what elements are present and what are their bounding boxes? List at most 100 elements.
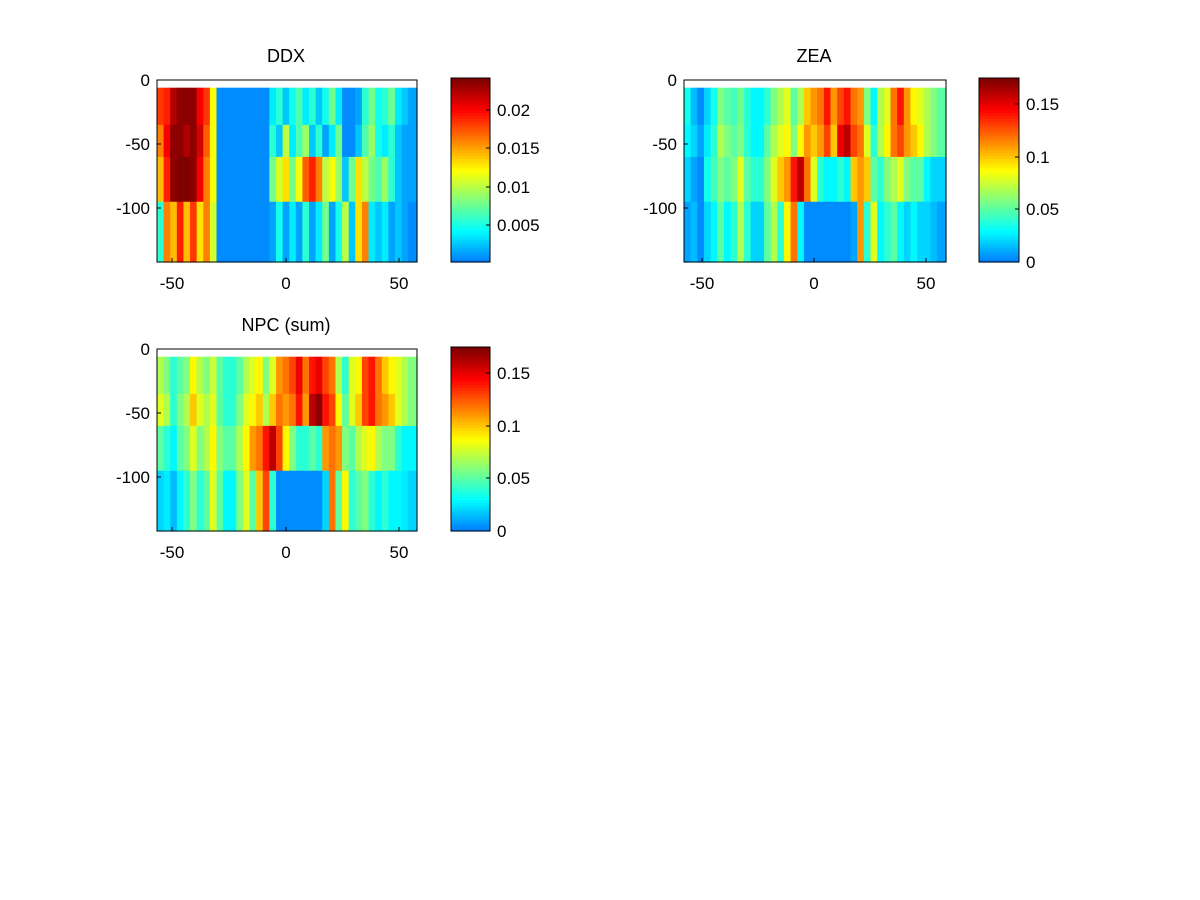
colorbar-level <box>451 241 490 246</box>
heatmap-cell <box>857 156 865 203</box>
heatmap-cell <box>877 87 885 126</box>
colorbar-level <box>451 253 490 257</box>
x-tick-label: 0 <box>281 274 290 293</box>
heatmap-cell <box>697 124 705 158</box>
colorbar-level <box>451 493 490 498</box>
colorbar-level <box>979 207 1019 211</box>
colorbar-level <box>451 436 490 440</box>
heatmap-cell <box>269 201 277 263</box>
heatmap-cell <box>930 156 938 203</box>
heatmap-cell <box>355 87 363 126</box>
heatmap-cell <box>216 87 224 126</box>
heatmap-cell <box>289 156 297 203</box>
heatmap-cell <box>170 470 178 532</box>
heatmap-cell <box>223 124 231 158</box>
heatmap-cell <box>361 356 370 395</box>
heatmap-cell <box>190 470 198 532</box>
colorbar-level <box>451 510 490 515</box>
heatmap-cell <box>236 393 244 427</box>
colorbar-level <box>451 430 490 434</box>
heatmap-cell <box>817 156 825 203</box>
heatmap-cell <box>262 87 270 126</box>
heatmap-cell <box>295 201 304 263</box>
heatmap-cell <box>295 156 304 203</box>
y-tick-label: 0 <box>141 340 150 359</box>
colorbar-level <box>451 109 490 114</box>
heatmap-cell <box>923 87 932 126</box>
colorbar-level <box>979 129 1019 134</box>
colorbar-level <box>451 401 490 406</box>
heatmap-cell <box>863 87 872 126</box>
heatmap-cell <box>190 124 198 158</box>
heatmap-cell <box>256 124 264 158</box>
heatmap-cell <box>770 87 778 126</box>
heatmap-cell <box>857 201 865 263</box>
heatmap-cell <box>697 201 705 263</box>
heatmap-cell <box>361 201 370 263</box>
colorbar-level <box>451 167 490 171</box>
heatmap-cell <box>394 87 403 126</box>
heatmap-cell <box>803 87 812 126</box>
colorbar-tick-label: 0.15 <box>497 364 530 383</box>
colorbar-level <box>979 126 1019 131</box>
heatmap-cell <box>322 425 330 472</box>
heatmap-cell <box>229 393 237 427</box>
heatmap-cell <box>883 124 892 158</box>
heatmap-cell <box>737 156 745 203</box>
colorbar-level <box>451 447 490 452</box>
chart-title: ZEA <box>796 46 831 66</box>
colorbar-level <box>979 98 1019 102</box>
heatmap-cell <box>717 124 725 158</box>
heatmap-cell <box>157 356 165 395</box>
heatmap-cell <box>176 124 185 158</box>
heatmap-cell <box>375 393 383 427</box>
heatmap-cell <box>262 156 270 203</box>
heatmap-cell <box>843 156 852 203</box>
colorbar-level <box>979 218 1019 223</box>
colorbar-level <box>979 253 1019 257</box>
heatmap-cell <box>157 470 165 532</box>
heatmap-cell <box>368 201 376 263</box>
x-tick-label: -50 <box>160 543 185 562</box>
heatmap-cell <box>910 156 918 203</box>
colorbar-level <box>979 101 1019 105</box>
colorbar-level <box>451 118 490 122</box>
heatmap-cell <box>309 87 317 126</box>
x-tick-label: 0 <box>809 274 818 293</box>
heatmap-cell <box>315 124 323 158</box>
heatmap-cell <box>837 87 845 126</box>
heatmap-cell <box>883 87 892 126</box>
heatmap-cell <box>917 201 925 263</box>
heatmap-cell <box>684 201 692 263</box>
colorbar-level <box>979 118 1019 122</box>
heatmap-cell <box>777 201 785 263</box>
heatmap-cell <box>690 156 698 203</box>
heatmap-cell <box>223 425 231 472</box>
colorbar-level <box>451 95 490 99</box>
colorbar-level <box>451 410 490 414</box>
colorbar-tick-label: 0.05 <box>497 469 530 488</box>
heatmap-cell <box>368 393 376 427</box>
y-axis: 0 -50 -100 <box>643 71 688 218</box>
colorbar-level <box>451 230 490 234</box>
x-axis: -50 0 50 <box>160 527 408 562</box>
colorbar-level <box>979 195 1019 200</box>
heatmap-cell <box>176 356 185 395</box>
heatmap-cell <box>348 425 356 472</box>
heatmap-cell <box>203 124 211 158</box>
heatmap-cell <box>170 356 178 395</box>
heatmap-cell <box>757 156 765 203</box>
heatmap-cell <box>375 87 383 126</box>
heatmap-cell <box>249 124 257 158</box>
colorbar-level <box>451 367 490 371</box>
heatmap-cell <box>388 124 396 158</box>
heatmap-cell <box>381 87 389 126</box>
heatmap-cell <box>183 201 191 263</box>
heatmap-cell <box>348 470 356 532</box>
heatmap-cell <box>322 201 330 263</box>
heatmap-cell <box>229 356 237 395</box>
heatmap-cell <box>157 201 165 263</box>
colorbar-level <box>451 250 490 254</box>
heatmap-cell <box>183 87 191 126</box>
heatmap-cell <box>797 124 805 158</box>
